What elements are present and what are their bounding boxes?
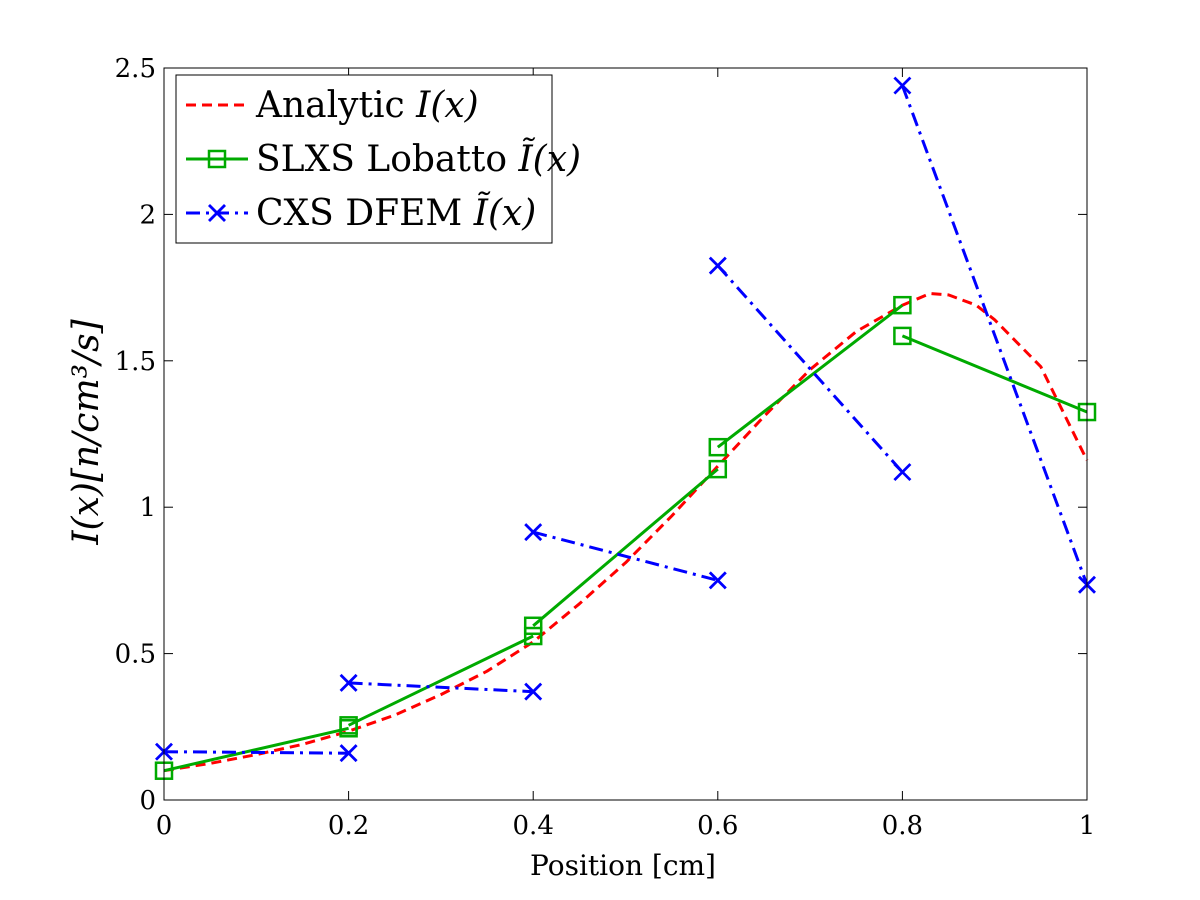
series-0 <box>163 292 1089 773</box>
data-point-x-stroke <box>339 744 358 763</box>
axes-frame <box>163 67 1088 801</box>
series-line-segment <box>901 334 1088 414</box>
data-point-square <box>339 716 358 735</box>
data-point-square <box>523 616 543 636</box>
x-tick-label: 0.4 <box>513 811 554 841</box>
data-point-x <box>524 682 543 701</box>
series-line-segment <box>532 467 719 627</box>
data-point-x-stroke <box>208 204 226 222</box>
x-tick-label: 0.8 <box>882 811 923 841</box>
plot-area <box>154 76 1097 780</box>
series-2 <box>155 76 1096 763</box>
legend-label-math: Ĩ(x) <box>473 192 537 234</box>
y-tick-label: 2.5 <box>115 54 156 84</box>
legend-label-math: I(x) <box>415 85 479 126</box>
data-point-square <box>708 459 728 479</box>
data-point-x <box>708 256 727 275</box>
data-point-x <box>708 571 727 590</box>
series-line-segment <box>163 292 1089 773</box>
y-tick-label: 2 <box>139 200 156 230</box>
legend-entry-2: CXS DFEM Ĩ(x) <box>186 192 536 234</box>
legend: Analytic I(x)SLXS Lobatto Ĩ(x)CXS DFEM Ĩ… <box>175 74 581 244</box>
legend-label: Analytic I(x) <box>255 85 479 126</box>
x-tick-label: 0.6 <box>697 811 738 841</box>
series-line-segment <box>900 85 1089 586</box>
data-point-x <box>339 744 358 763</box>
legend-label-math: Ĩ(x) <box>517 138 581 180</box>
data-point-x-stroke <box>524 523 543 542</box>
series-line-segment <box>348 681 534 694</box>
legend-label-text: CXS DFEM <box>256 193 474 234</box>
data-point-x-stroke <box>893 463 912 482</box>
data-point-square <box>708 437 728 457</box>
data-point-x-stroke <box>708 256 727 275</box>
y-tick-label: 0 <box>139 786 156 816</box>
x-tick-label: 0.2 <box>328 811 369 841</box>
y-axis-label-text: I(x)[n/cm³/s] <box>66 318 107 545</box>
series-line-segment <box>532 530 719 582</box>
axes: 0 0.2 0.4 0.6 0.8 1 0 0.5 1 1.5 2 2.5 <box>115 54 1096 841</box>
legend-entry-1: SLXS Lobatto Ĩ(x) <box>186 138 581 180</box>
data-point-x <box>893 76 912 95</box>
legend-entry-0: Analytic I(x) <box>186 85 479 126</box>
data-point-x-stroke <box>893 76 912 95</box>
y-tick-label: 0.5 <box>115 640 156 670</box>
data-point-x-stroke <box>524 682 543 701</box>
series-line-segment <box>163 726 349 773</box>
x-tick-label: 1 <box>1079 811 1096 841</box>
legend-label-text: Analytic <box>255 85 416 126</box>
data-point-x <box>339 673 358 692</box>
data-point-x-stroke <box>708 571 727 590</box>
x-tick-label: 0 <box>156 811 173 841</box>
data-point-x <box>208 204 226 222</box>
data-point-x-stroke <box>339 673 358 692</box>
y-tick-label: 1 <box>139 493 156 523</box>
data-point-square <box>207 149 227 169</box>
data-point-x <box>524 523 543 542</box>
data-point-square <box>893 326 912 346</box>
data-point-square <box>523 626 543 646</box>
y-tick-label: 1.5 <box>115 347 156 377</box>
y-axis-label: I(x)[n/cm³/s] <box>66 318 107 545</box>
legend-label: CXS DFEM Ĩ(x) <box>256 192 536 234</box>
series-line-segment <box>716 304 904 449</box>
series-line-segment <box>163 750 349 755</box>
legend-label-text: SLXS Lobatto <box>256 139 518 180</box>
x-axis-label: Position [cm] <box>530 849 716 882</box>
data-point-square <box>893 295 912 315</box>
series-line-segment <box>347 634 534 727</box>
series-line-segment <box>716 264 904 474</box>
legend-label: SLXS Lobatto Ĩ(x) <box>256 138 581 180</box>
data-point-x <box>893 463 912 482</box>
